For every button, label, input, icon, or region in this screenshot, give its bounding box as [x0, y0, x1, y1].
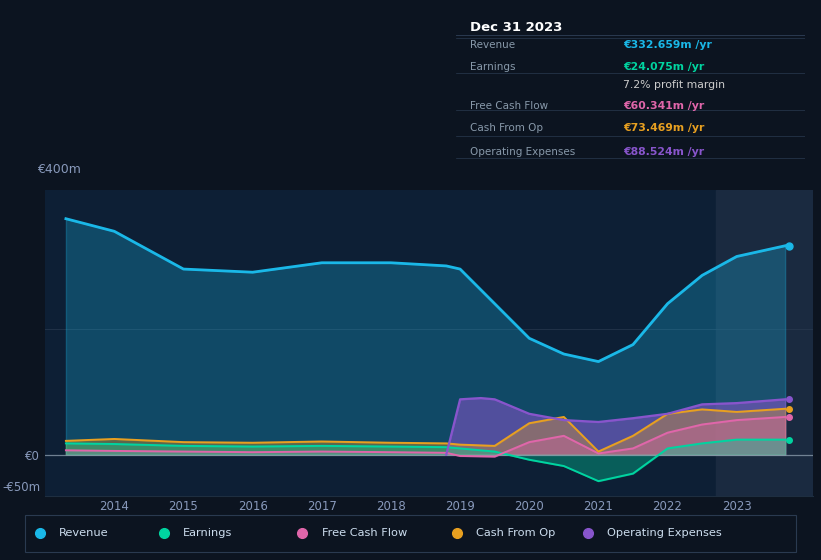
- Text: Operating Expenses: Operating Expenses: [608, 528, 722, 538]
- Text: Revenue: Revenue: [470, 40, 515, 50]
- Text: Free Cash Flow: Free Cash Flow: [470, 101, 548, 110]
- Text: Cash From Op: Cash From Op: [470, 123, 543, 133]
- Text: Revenue: Revenue: [59, 528, 109, 538]
- Text: €73.469m /yr: €73.469m /yr: [623, 123, 704, 133]
- Text: €332.659m /yr: €332.659m /yr: [623, 40, 712, 50]
- Bar: [716, 190, 813, 496]
- Text: Cash From Op: Cash From Op: [476, 528, 556, 538]
- Text: €88.524m /yr: €88.524m /yr: [623, 147, 704, 157]
- Text: €60.341m /yr: €60.341m /yr: [623, 101, 704, 110]
- Text: Dec 31 2023: Dec 31 2023: [470, 21, 562, 34]
- Text: Free Cash Flow: Free Cash Flow: [322, 528, 407, 538]
- Text: Operating Expenses: Operating Expenses: [470, 147, 575, 157]
- Text: €24.075m /yr: €24.075m /yr: [623, 62, 704, 72]
- Text: Earnings: Earnings: [183, 528, 232, 538]
- Text: 7.2% profit margin: 7.2% profit margin: [623, 80, 725, 90]
- Text: €400m: €400m: [37, 164, 80, 176]
- Text: Earnings: Earnings: [470, 62, 515, 72]
